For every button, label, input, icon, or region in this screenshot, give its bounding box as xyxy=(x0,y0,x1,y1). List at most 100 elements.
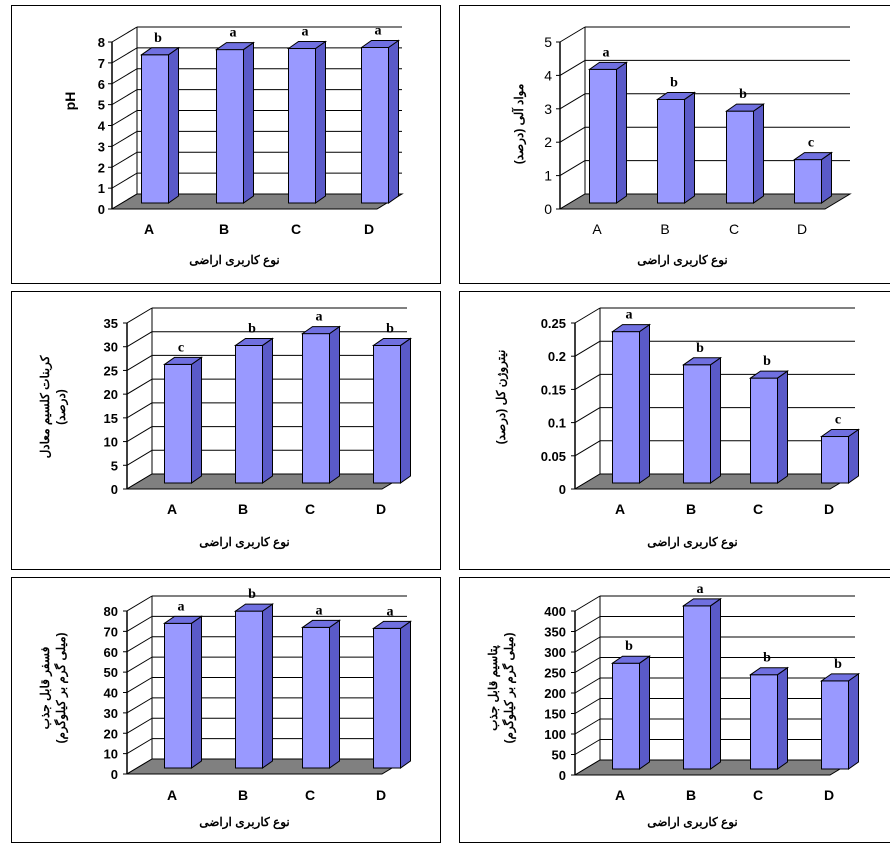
grid-diagonal xyxy=(126,378,153,395)
y-axis-label-line: (درصد) xyxy=(54,389,69,425)
grid-diagonal xyxy=(559,93,586,110)
significance-letter: c xyxy=(835,413,841,428)
grid-diagonal xyxy=(111,110,138,126)
x-axis-label: نوع کاربری اراضی xyxy=(189,253,280,268)
bar-top xyxy=(371,337,413,346)
y-tick-label: 25 xyxy=(104,363,118,378)
bar-side xyxy=(848,672,859,770)
grid-diagonal xyxy=(574,595,601,612)
grid-diagonal xyxy=(559,126,586,143)
grid-diagonal xyxy=(126,307,153,324)
y-tick-label: 3 xyxy=(544,101,552,117)
grid-diagonal xyxy=(126,354,153,371)
grid-diagonal xyxy=(126,615,153,632)
grid-diagonal xyxy=(574,698,601,714)
x-category-label: A xyxy=(592,221,602,237)
y-axis-label: pH xyxy=(62,92,78,111)
y-tick-label: 4 xyxy=(98,119,106,134)
bar-front xyxy=(235,344,263,484)
grid-diagonal xyxy=(126,402,153,419)
y-tick-label: 5 xyxy=(544,34,552,50)
bar-side xyxy=(168,46,179,204)
y-tick-label: 80 xyxy=(104,604,118,619)
bar-front xyxy=(726,110,754,204)
bar-side xyxy=(262,337,273,484)
chart-total-nitrogen: 0 0.05 0.1 0.15 0.2 0.25 a Ab Bb Cc D نوع کاربری ار… xyxy=(494,307,861,550)
bar-front xyxy=(612,331,640,484)
y-tick-label: 10 xyxy=(104,747,118,762)
y-axis-label: فسفر قابل جذب(میلی گرم بر کیلوگرم) xyxy=(38,632,69,743)
bar-front xyxy=(288,48,316,204)
y-tick-label: 2 xyxy=(98,160,105,175)
x-category-label: C xyxy=(305,787,315,803)
bar-front xyxy=(794,159,822,204)
bar-top xyxy=(233,603,275,612)
significance-letter: a xyxy=(626,308,633,323)
bar-side xyxy=(777,666,788,770)
y-tick-label: 6 xyxy=(98,77,105,92)
x-category-label: B xyxy=(238,501,248,517)
x-axis-label: نوع کاربری اراضی xyxy=(647,535,738,550)
bar-side xyxy=(848,428,859,484)
bar-top xyxy=(139,47,181,56)
grid-diagonal xyxy=(574,677,601,694)
significance-letter: a xyxy=(603,45,610,60)
y-tick-label: 400 xyxy=(544,604,566,619)
bar-side xyxy=(388,39,399,204)
y-tick-label: 0 xyxy=(98,202,105,217)
bar-front xyxy=(141,54,169,204)
x-category-label: A xyxy=(615,501,625,517)
bar-front xyxy=(302,626,330,769)
significance-letter: a xyxy=(302,25,309,40)
bar-top xyxy=(748,370,790,379)
bar-side xyxy=(710,597,721,770)
y-tick-label: 150 xyxy=(544,707,566,722)
bar-top xyxy=(371,620,413,629)
grid-diagonal xyxy=(574,636,601,653)
bar-side xyxy=(710,356,721,484)
bar-front xyxy=(235,610,263,769)
bar-side xyxy=(777,370,788,484)
bar-side xyxy=(243,41,254,204)
significance-letter: a xyxy=(178,599,185,614)
bar-top xyxy=(359,39,401,48)
significance-letter: b xyxy=(763,354,771,369)
x-category-label: B xyxy=(219,221,229,237)
x-category-label: C xyxy=(753,501,763,517)
y-axis-label-line: مواد آلی (درصد) xyxy=(510,84,527,165)
bar-top xyxy=(587,61,629,70)
y-tick-label: 3 xyxy=(98,139,105,154)
grid-diagonal xyxy=(574,307,601,324)
grid-diagonal xyxy=(126,738,153,755)
y-tick-label: 1 xyxy=(98,181,105,196)
grid-diagonal xyxy=(574,739,601,755)
significance-letter: a xyxy=(375,23,382,38)
x-category-label: A xyxy=(615,787,625,803)
grid-diagonal xyxy=(126,636,153,653)
bar-top xyxy=(655,91,697,100)
significance-letter: a xyxy=(230,26,237,41)
y-tick-label: 300 xyxy=(544,645,566,660)
significance-letter: a xyxy=(316,310,323,325)
bar-side xyxy=(315,40,326,204)
y-tick-label: 100 xyxy=(544,727,566,742)
y-tick-label: 8 xyxy=(98,35,105,50)
significance-letter: b xyxy=(248,587,256,602)
chart-ph: 0 1 2 3 4 5 6 7 8 b Aa Ba Ca D نوع کاربری اراضی pH xyxy=(62,23,404,268)
bar-front xyxy=(302,333,330,484)
y-tick-label: 0 xyxy=(559,482,566,497)
bar-front xyxy=(589,68,617,204)
y-tick-label: 30 xyxy=(104,340,118,355)
bar-front xyxy=(373,627,401,769)
bar-top xyxy=(819,673,861,682)
x-category-label: A xyxy=(167,787,177,803)
significance-letter: b xyxy=(670,75,678,90)
x-category-label: C xyxy=(291,221,301,237)
y-axis-label-line: pH xyxy=(62,92,78,111)
y-tick-label: 250 xyxy=(544,666,566,681)
bar-top xyxy=(610,655,652,664)
bar-side xyxy=(821,151,832,204)
